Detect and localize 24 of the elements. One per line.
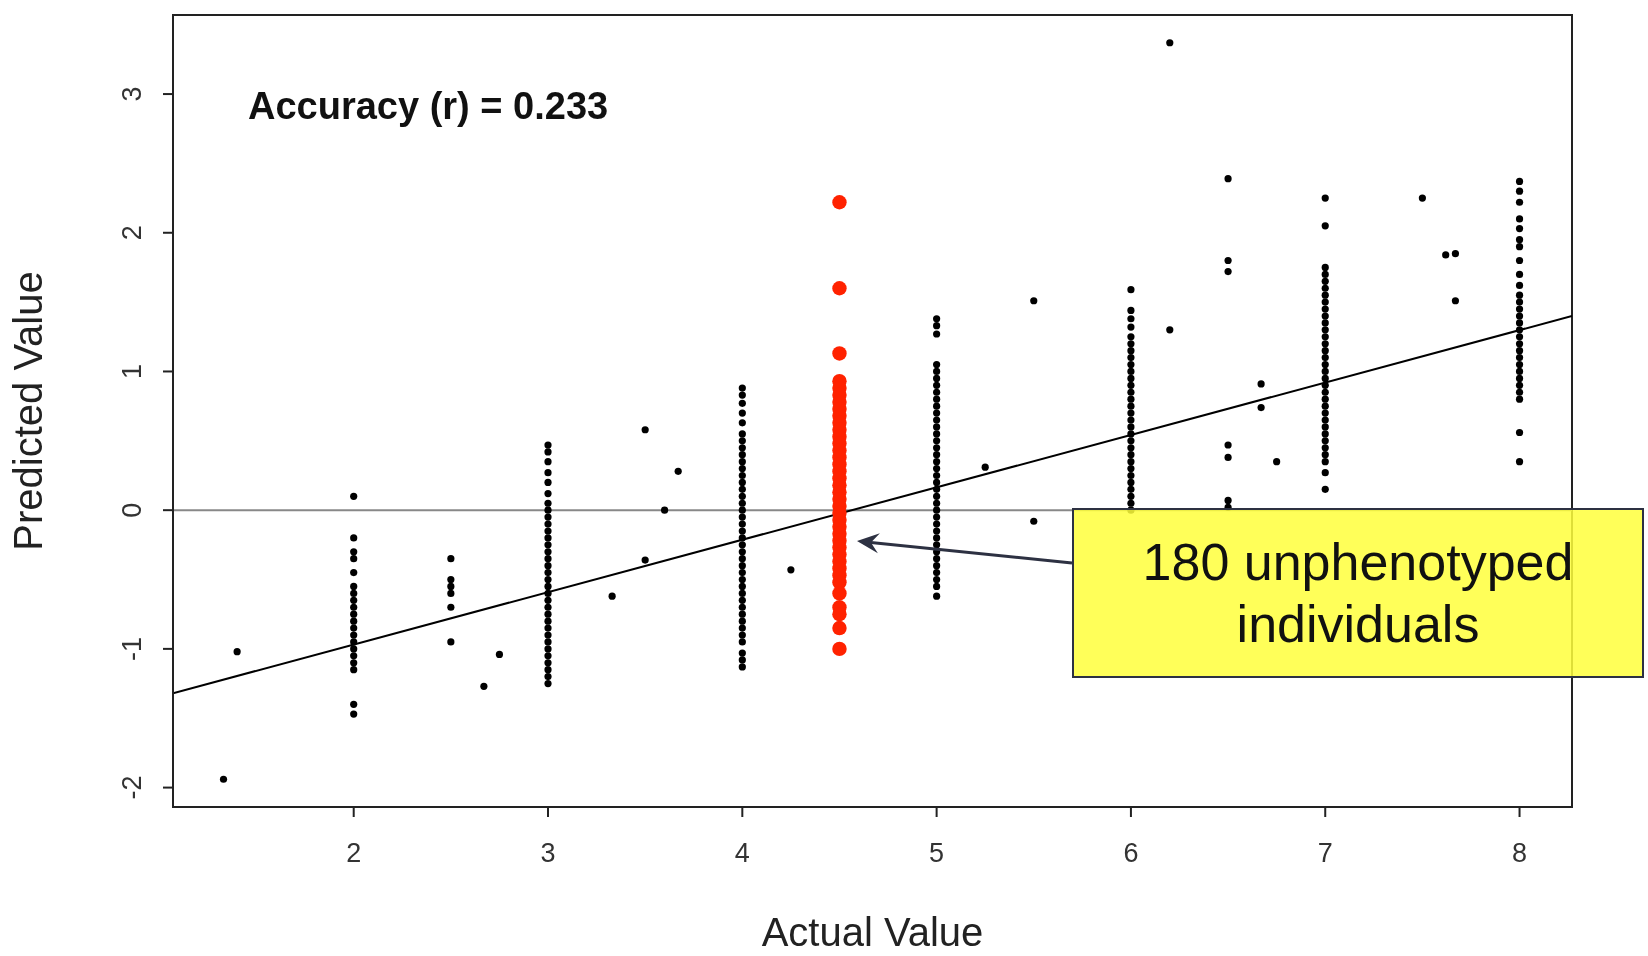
x-tick-label: 3 [540,838,556,869]
point [832,195,847,210]
y-tick-label: -1 [117,636,147,661]
point [832,346,847,361]
x-axis-title: Actual Value [761,910,984,954]
point [832,620,847,636]
y-tick-label: 0 [117,502,147,518]
x-tick-label: 6 [1123,838,1139,869]
x-tick-label: 5 [929,838,945,869]
x-tick-label: 2 [346,838,362,869]
x-tick-label: 7 [1317,838,1333,869]
point [832,281,847,296]
annotation: 180 unphenotyped individuals [1141,531,1575,655]
y-tick-label: 2 [117,225,147,241]
y-tick-label: 3 [117,86,147,102]
annotation: Accuracy (r) = 0.233 [248,85,609,128]
y-tick-label: -2 [117,775,147,800]
point [832,641,847,657]
callout-box: 180 unphenotyped individuals [1072,508,1644,678]
y-tick-label: 1 [117,363,147,379]
y-axis-title: Predicted Value [6,271,51,551]
point [832,586,847,601]
x-tick-label: 8 [1512,838,1528,869]
x-tick-label: 4 [734,838,750,869]
